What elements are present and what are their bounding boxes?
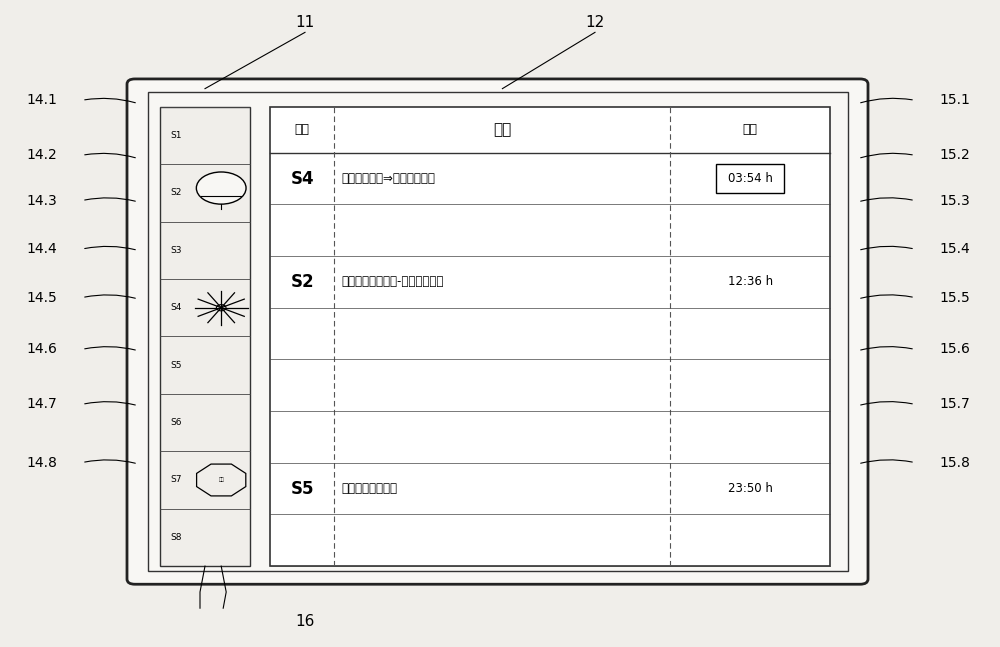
Text: 位置: 位置: [295, 123, 310, 137]
Text: S4: S4: [290, 170, 314, 188]
Text: S4: S4: [170, 303, 181, 313]
Text: S6: S6: [170, 418, 182, 427]
Bar: [160, 107, 250, 566]
Text: S5: S5: [290, 479, 314, 498]
Text: 14.8: 14.8: [27, 455, 57, 470]
Text: 14.3: 14.3: [27, 193, 57, 208]
Text: 15.4: 15.4: [940, 242, 970, 256]
Circle shape: [216, 305, 226, 311]
Text: S2: S2: [170, 188, 181, 197]
Bar: [148, 92, 848, 571]
Text: 纵线断头发生⇒重新拉线操作: 纵线断头发生⇒重新拉线操作: [341, 172, 435, 185]
Text: 15.8: 15.8: [940, 455, 970, 470]
Text: 16: 16: [295, 613, 315, 629]
Text: 12:36 h: 12:36 h: [728, 276, 773, 289]
Text: S1: S1: [170, 131, 182, 140]
Text: 11: 11: [295, 15, 315, 30]
Text: 14.2: 14.2: [27, 148, 57, 162]
Text: 23:50 h: 23:50 h: [728, 482, 773, 495]
Text: 12: 12: [585, 15, 605, 30]
Text: S7: S7: [170, 476, 182, 485]
Bar: [716, 164, 784, 193]
Text: 15.1: 15.1: [940, 93, 970, 107]
Text: 14.5: 14.5: [27, 291, 57, 305]
Text: 14.6: 14.6: [27, 342, 57, 356]
FancyBboxPatch shape: [127, 79, 868, 584]
Text: 14.7: 14.7: [27, 397, 57, 411]
Circle shape: [196, 172, 246, 204]
Text: 禁止: 禁止: [218, 477, 224, 483]
Text: 动作: 动作: [493, 122, 512, 137]
Text: 15.7: 15.7: [940, 397, 970, 411]
Text: 03:54 h: 03:54 h: [728, 172, 773, 185]
Text: S3: S3: [170, 246, 182, 255]
Text: 15.6: 15.6: [940, 342, 970, 356]
Text: S8: S8: [170, 533, 182, 542]
Text: 14.4: 14.4: [27, 242, 57, 256]
Bar: [270, 107, 830, 566]
Text: 14.1: 14.1: [27, 93, 57, 107]
Text: 纺丝泵被重新启动-等待重新拉线: 纺丝泵被重新启动-等待重新拉线: [341, 276, 444, 289]
Text: S2: S2: [290, 273, 314, 291]
Text: 时间: 时间: [743, 123, 758, 137]
Text: S5: S5: [170, 360, 182, 369]
Text: 15.3: 15.3: [940, 193, 970, 208]
Text: 喷丝器的维护操作: 喷丝器的维护操作: [341, 482, 397, 495]
Text: 15.2: 15.2: [940, 148, 970, 162]
Text: 15.5: 15.5: [940, 291, 970, 305]
